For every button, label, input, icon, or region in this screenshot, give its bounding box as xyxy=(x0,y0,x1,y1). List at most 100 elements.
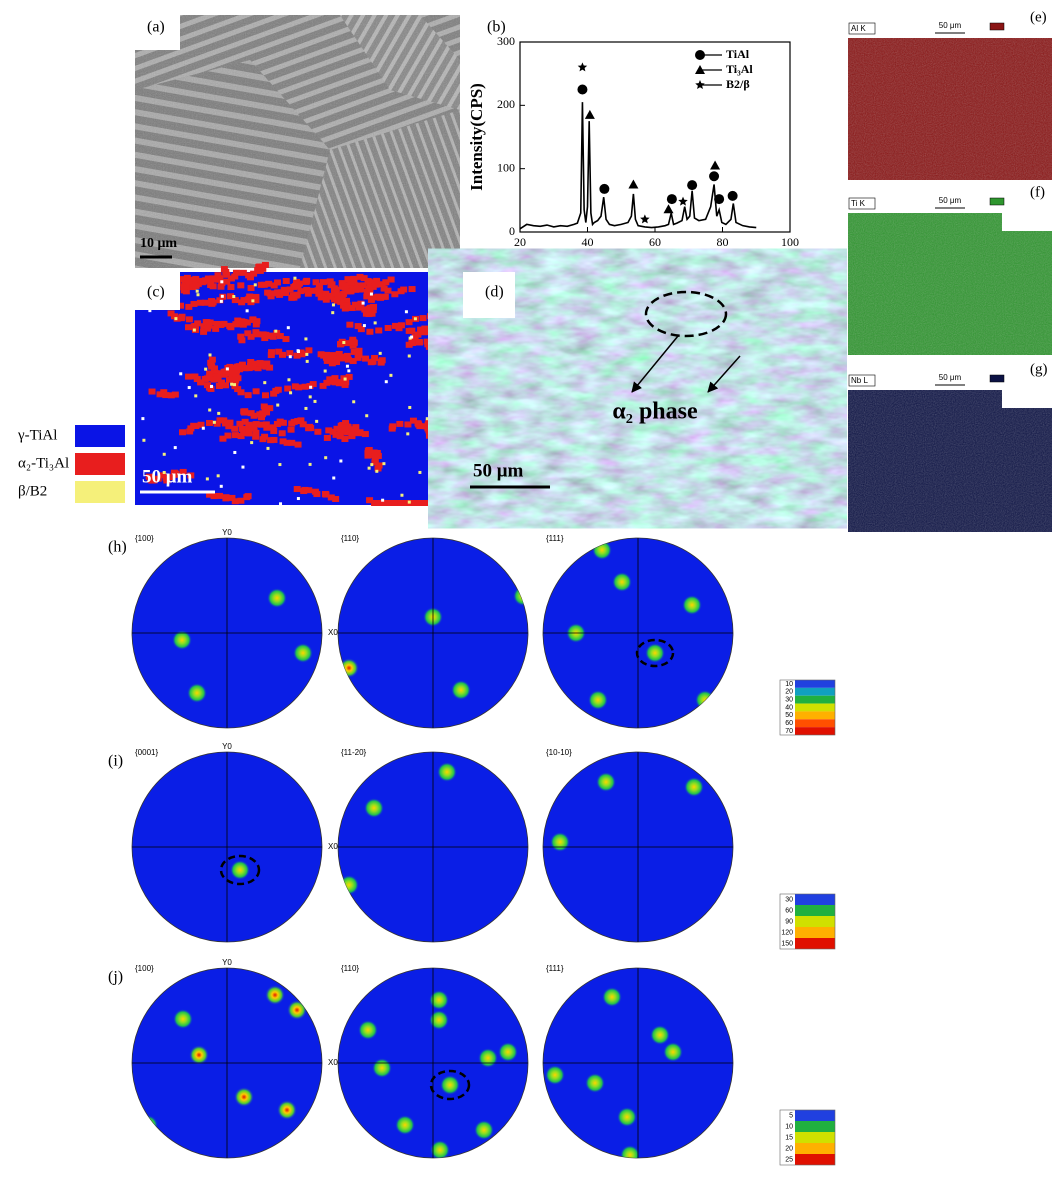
phase-cell xyxy=(437,319,441,323)
phase-cell xyxy=(448,449,452,453)
phase-marker xyxy=(577,62,588,72)
phase-cell xyxy=(315,419,319,423)
phase-cell xyxy=(351,301,359,308)
phase-cell xyxy=(241,418,249,425)
phase-cell xyxy=(216,417,224,424)
colorbar-label: 70 xyxy=(785,728,793,735)
phase-cell xyxy=(237,497,245,504)
phase-cell xyxy=(365,414,369,418)
phase-cell xyxy=(425,417,429,421)
phase-cell xyxy=(229,368,237,375)
phase-cell xyxy=(369,292,373,296)
phase-cell xyxy=(205,477,209,481)
pole-spot xyxy=(234,1087,254,1107)
phase-cell xyxy=(262,421,270,428)
phase-cell xyxy=(274,329,278,333)
phase-cell xyxy=(400,493,404,497)
phase-cell xyxy=(266,290,274,297)
phase-cell xyxy=(345,288,353,295)
phase-cell xyxy=(252,429,260,436)
pole-spot xyxy=(395,1115,415,1135)
phase-cell xyxy=(261,406,269,413)
phase-cell xyxy=(249,316,257,323)
phase-cell xyxy=(237,389,245,396)
pole-spot xyxy=(293,643,313,663)
phase-cell xyxy=(378,281,386,288)
phase-cell xyxy=(356,429,364,436)
phase-cell xyxy=(326,278,334,285)
phase-cell xyxy=(162,452,166,456)
colorbar-label: 10 xyxy=(785,1123,793,1130)
phase-cell xyxy=(232,269,240,276)
phase-cell xyxy=(263,381,267,385)
phase-cell xyxy=(195,289,199,293)
phase-marker xyxy=(666,194,677,205)
phase-cell xyxy=(202,299,210,306)
phase-cell xyxy=(347,369,351,373)
panel-label: (i) xyxy=(108,753,123,770)
phase-cell xyxy=(290,283,298,290)
phase-cell xyxy=(336,433,344,440)
pole-spot xyxy=(474,1120,494,1140)
phase-cell xyxy=(322,354,330,361)
notch xyxy=(1002,390,1054,408)
phase-cell xyxy=(258,414,266,421)
phase-cell xyxy=(200,278,208,285)
phase-cell xyxy=(384,325,392,332)
phase-cell xyxy=(296,497,300,501)
panel-label: (h) xyxy=(108,539,127,556)
phase-cell xyxy=(288,355,292,359)
xrd-line xyxy=(519,102,757,230)
phase-cell xyxy=(288,294,296,301)
phase-cell xyxy=(326,292,334,299)
axis-name: X0 xyxy=(328,842,338,851)
phase-cell xyxy=(300,488,308,495)
phase-cell xyxy=(228,494,236,501)
phase-cell xyxy=(408,339,416,346)
phase-cell xyxy=(231,425,239,432)
phase-cell xyxy=(427,313,435,320)
phase-cell xyxy=(219,484,223,488)
phase-cell xyxy=(343,340,351,347)
phase-cell xyxy=(315,290,323,297)
phase-cell xyxy=(260,403,268,410)
phase-cell xyxy=(336,341,344,348)
phase-cell xyxy=(309,287,317,294)
phase-cell xyxy=(290,418,298,425)
phase-cell xyxy=(348,305,356,312)
pole-spot xyxy=(478,1048,498,1068)
phase-cell xyxy=(238,337,246,344)
phase-cell xyxy=(270,436,278,443)
phase-cell xyxy=(387,500,395,506)
phase-cell xyxy=(231,297,239,304)
legend-swatch xyxy=(75,453,125,475)
phase-cell xyxy=(252,321,260,328)
pole-title: {0001} xyxy=(135,748,158,757)
phase-cell xyxy=(233,450,237,454)
pole-spot xyxy=(430,1140,450,1158)
phase-cell xyxy=(331,303,335,307)
phase-cell xyxy=(423,500,431,506)
phase-marker xyxy=(663,204,674,214)
phase-cell xyxy=(354,323,362,330)
phase-cell xyxy=(209,283,217,290)
label-box xyxy=(848,197,876,210)
phase-marker xyxy=(640,214,650,224)
phase-cell xyxy=(341,305,349,312)
phase-cell xyxy=(396,420,404,427)
colorbar-step xyxy=(795,927,835,938)
x-tick-label: 100 xyxy=(781,235,799,249)
phase-cell xyxy=(263,424,271,431)
pole-spots xyxy=(339,762,457,895)
pole-spots xyxy=(545,987,683,1158)
phase-cell xyxy=(275,348,283,355)
pole-title: {111} xyxy=(546,534,564,543)
phase-cell xyxy=(245,309,249,313)
phase-cell xyxy=(452,419,459,426)
phase-cell xyxy=(208,353,212,357)
pole-spots xyxy=(230,860,250,880)
pole-title: {100} xyxy=(135,964,154,973)
phase-cell xyxy=(216,492,224,499)
phase-cell xyxy=(361,431,369,438)
phase-cell xyxy=(356,273,364,280)
